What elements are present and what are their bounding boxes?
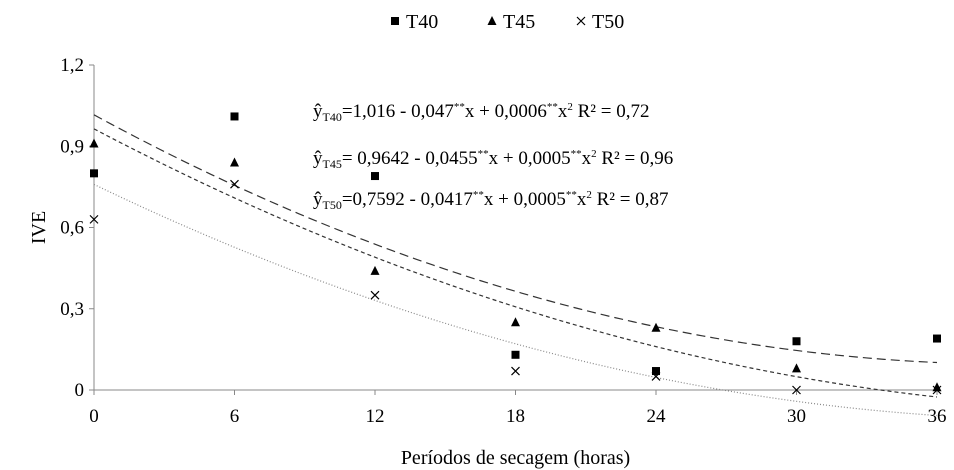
data-point-t50 — [511, 366, 520, 376]
x-tick-label: 36 — [928, 406, 947, 427]
y-tick-label: 0,9 — [60, 136, 84, 157]
data-point-t50 — [230, 179, 239, 189]
data-point-t40 — [371, 172, 379, 181]
data-point-t40 — [90, 169, 98, 178]
data-point-t40 — [511, 350, 520, 359]
x-tick-label: 6 — [230, 406, 240, 427]
x-tick-label: 12 — [366, 406, 385, 427]
data-point-t45 — [932, 382, 942, 392]
x-tick-label: 0 — [89, 406, 99, 427]
data-point-t40 — [933, 334, 941, 343]
equation-t45: ŷT45= 0,9642 - 0,0455**x + 0,0005**x2 R²… — [313, 148, 673, 171]
legend-label-t50: T50 — [592, 11, 624, 33]
legend-label-t45: T45 — [503, 11, 535, 33]
trend-lines — [93, 114, 938, 417]
regression-equations: ŷT40=1,016 - 0,047**x + 0,0006**x2 R² = … — [313, 101, 673, 212]
legend-marker-t50 — [576, 16, 586, 26]
data-point-t45 — [511, 317, 520, 327]
y-tick-label: 1,2 — [60, 55, 84, 76]
x-axis-title: Períodos de secagem (horas) — [401, 447, 630, 469]
y-tick-label: 0 — [75, 380, 85, 401]
data-point-t40 — [792, 337, 801, 346]
data-point-t50 — [792, 385, 801, 395]
data-points — [89, 112, 942, 395]
legend-marker-t45 — [487, 16, 497, 25]
legend-marker-t40 — [391, 17, 399, 25]
trend-line-t45 — [93, 128, 938, 398]
data-point-t45 — [89, 138, 99, 148]
equation-t50: ŷT50=0,7592 - 0,0417**x + 0,0005**x2 R² … — [313, 189, 668, 212]
equation-t40: ŷT40=1,016 - 0,047**x + 0,0006**x2 R² = … — [313, 101, 649, 124]
data-point-t40 — [230, 112, 239, 121]
x-tick-label: 30 — [787, 406, 806, 427]
data-point-t45 — [230, 157, 239, 167]
y-axis-title: IVE — [28, 211, 50, 244]
y-tick-label: 0,3 — [60, 299, 84, 320]
x-tick-label: 18 — [506, 406, 525, 427]
data-point-t50 — [932, 385, 942, 395]
trend-line-t50 — [93, 183, 938, 417]
data-point-t40 — [652, 367, 660, 376]
data-point-t45 — [370, 265, 380, 275]
y-tick-label: 0,6 — [60, 218, 84, 239]
legend-label-t40: T40 — [406, 11, 438, 33]
axes: 0 0,3 0,6 0,9 1,2 0 6 12 18 24 30 36 — [60, 55, 946, 427]
x-tick-label: 24 — [647, 406, 667, 427]
data-point-t50 — [651, 372, 661, 381]
legend: T40 T45 T50 — [391, 11, 624, 33]
data-point-t50 — [89, 214, 99, 224]
data-point-t45 — [651, 322, 661, 332]
data-point-t45 — [792, 363, 801, 373]
data-point-t50 — [370, 290, 380, 300]
trend-line-t40 — [93, 114, 938, 364]
